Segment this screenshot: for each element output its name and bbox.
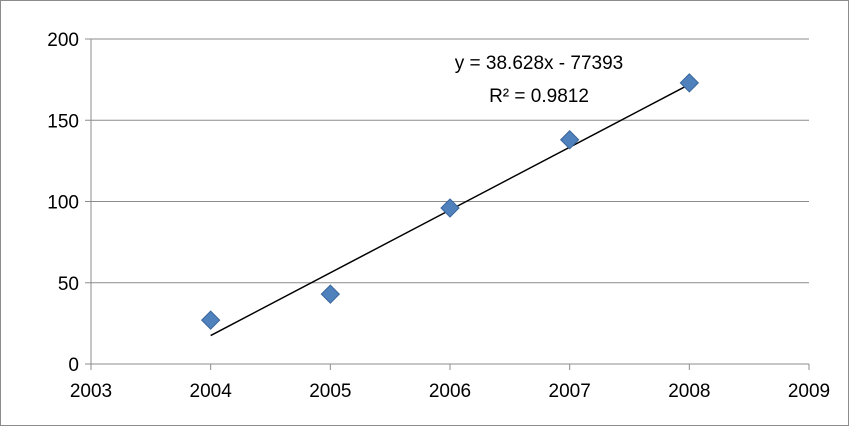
data-point-2008	[679, 73, 700, 93]
y-tick-label-150: 150	[47, 111, 79, 132]
y-tick-label-200: 200	[47, 30, 79, 51]
y-tick-label-100: 100	[47, 193, 79, 214]
x-tick-label-2008: 2008	[668, 381, 710, 402]
x-tick-label-2009: 2009	[788, 381, 830, 402]
axes	[90, 39, 809, 365]
data-points	[200, 73, 700, 330]
x-tick-label-2003: 2003	[70, 381, 112, 402]
x-tick-label-2005: 2005	[309, 381, 351, 402]
x-tick-label-2006: 2006	[429, 381, 471, 402]
trendline-equation: y = 38.628x - 77393	[455, 53, 624, 74]
trendline-r-squared: R² = 0.9812	[489, 86, 589, 107]
y-tick-label-0: 0	[68, 355, 79, 376]
data-point-2005	[320, 284, 341, 304]
data-point-2006	[440, 198, 460, 218]
x-tick-label-2007: 2007	[549, 381, 591, 402]
gridlines	[85, 38, 810, 370]
y-tick-labels: 0 50 100 150 200	[47, 30, 79, 376]
x-tick-label-2004: 2004	[190, 381, 233, 402]
data-point-2007	[559, 130, 580, 150]
data-point-2004	[200, 310, 221, 330]
y-tick-label-50: 50	[58, 274, 79, 295]
x-tick-labels: 2003 2004 2005 2006 2007 2008 2009	[70, 381, 830, 402]
